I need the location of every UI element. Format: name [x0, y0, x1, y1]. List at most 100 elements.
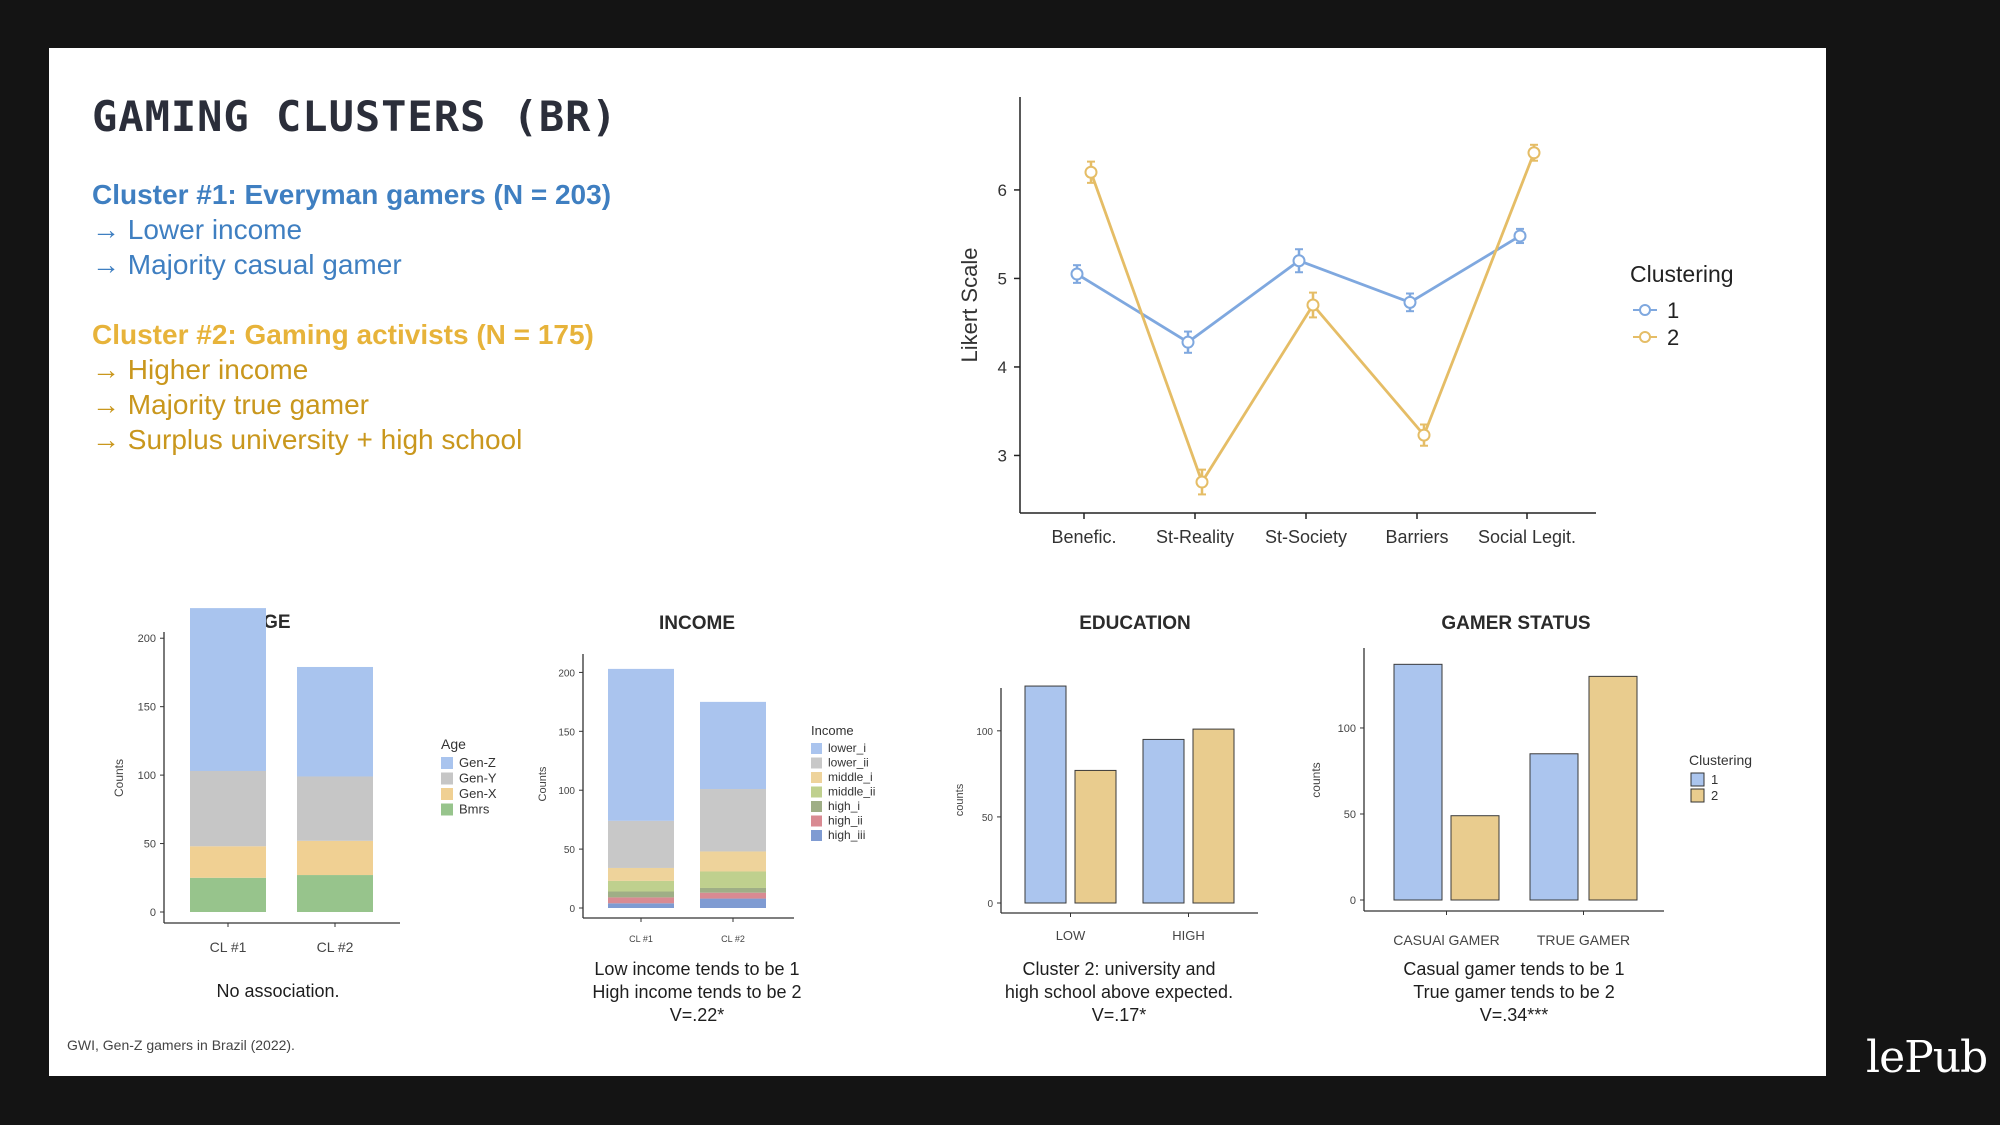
bar-segment-lower_i [700, 701, 766, 790]
caption-line: V=.17* [1091, 1005, 1147, 1025]
cluster1-bullet: → Lower income [92, 214, 303, 245]
y-axis-label: Counts [112, 759, 126, 797]
y-tick-label: 100 [976, 727, 993, 738]
legend-key [811, 830, 822, 841]
bar-segment-Gen-X [297, 840, 373, 876]
x-tick-label: CASUAl GAMER [1393, 932, 1500, 948]
data-point [1527, 146, 1541, 160]
legend-key [441, 757, 453, 769]
legend-title: Clustering [1630, 261, 1734, 287]
bar-segment-middle_i [608, 867, 674, 881]
y-tick-label: 6 [998, 181, 1007, 200]
bar-cluster-1 [1393, 663, 1443, 901]
y-tick-label: 200 [138, 633, 156, 645]
x-tick-label: TRUE GAMER [1537, 932, 1630, 948]
bar-segment-Gen-X [190, 846, 266, 878]
y-axis-label: Counts [537, 766, 549, 801]
legend-label: high_i [828, 799, 860, 813]
y-axis-label: counts [954, 783, 966, 816]
legend-label: Gen-Y [459, 771, 497, 786]
x-tick-label: CL #1 [629, 934, 653, 944]
bar-segment-Gen-Y [297, 776, 373, 841]
legend-title: Income [811, 723, 854, 738]
x-tick-label: St-Society [1265, 527, 1347, 547]
legend-key [811, 743, 822, 754]
bar-segment-lower_ii [608, 820, 674, 868]
bar-cluster-2 [1192, 728, 1235, 904]
y-axis-label: counts [1309, 762, 1323, 797]
y-tick-label: 100 [138, 770, 156, 782]
bar-segment-Bmrs [190, 877, 266, 912]
legend-label: high_ii [828, 814, 863, 828]
bar-segment-Bmrs [297, 875, 373, 912]
legend-key [441, 803, 453, 816]
bar-segment-high_iii [700, 898, 766, 908]
y-tick-label: 100 [1338, 723, 1356, 735]
x-tick-label: LOW [1056, 928, 1086, 943]
legend-label: Gen-X [459, 786, 497, 801]
y-tick-label: 150 [138, 702, 156, 714]
cluster1-summary: Cluster #1: Everyman gamers (N = 203) → … [92, 177, 611, 282]
x-tick-label: Benefic. [1051, 527, 1116, 547]
lepub-logo: lePub [1866, 1032, 1988, 1083]
y-tick-label: 3 [998, 446, 1007, 465]
cluster1-heading: Cluster #1: Everyman gamers (N = 203) [92, 179, 612, 210]
data-point [1181, 335, 1195, 349]
data-point [1403, 295, 1417, 309]
data-point [1513, 229, 1527, 243]
y-tick-label: 0 [987, 899, 993, 910]
income-caption: Low income tends to be 1 High income ten… [547, 958, 847, 1027]
cluster2-bullet: → Surplus university + high school [92, 424, 523, 455]
bar-cluster-1 [1142, 738, 1185, 904]
legend-label: middle_ii [828, 785, 875, 799]
caption-line: Low income tends to be 1 [594, 959, 800, 979]
x-tick-label: Social Legit. [1478, 527, 1576, 547]
legend-label: 1 [1711, 772, 1718, 787]
legend-label: middle_i [828, 770, 873, 784]
legend-label: Gen-Z [459, 755, 496, 770]
cluster2-summary: Cluster #2: Gaming activists (N = 175) →… [92, 317, 594, 457]
bar-segment-lower_ii [700, 789, 766, 852]
bar-segment-middle_i [700, 851, 766, 872]
legend-key [811, 786, 822, 798]
caption-line: True gamer tends to be 2 [1413, 982, 1615, 1002]
age-caption: No association. [128, 980, 428, 1003]
legend-key [441, 788, 453, 800]
x-tick-label: St-Reality [1156, 527, 1234, 547]
data-point [1070, 267, 1084, 281]
y-tick-label: 50 [1344, 809, 1356, 821]
data-point [1195, 475, 1209, 489]
legend-key [811, 815, 822, 827]
legend-title: Clustering [1689, 752, 1752, 768]
caption-line: Casual gamer tends to be 1 [1403, 959, 1625, 979]
cluster2-bullet: → Majority true gamer [92, 389, 369, 420]
bar-cluster-1 [1529, 753, 1579, 901]
bar-segment-middle_ii [608, 880, 674, 892]
legend-label: high_iii [828, 828, 865, 842]
bar-segment-high_i [608, 891, 674, 898]
y-tick-label: 50 [144, 839, 156, 851]
bar-segment-lower_i [608, 668, 674, 821]
source-note: GWI, Gen-Z gamers in Brazil (2022). [67, 1037, 295, 1053]
bar-segment-high_ii [700, 892, 766, 899]
y-tick-label: 0 [569, 904, 575, 915]
legend-key [1690, 788, 1705, 803]
bar-cluster-2 [1450, 815, 1500, 901]
y-tick-label: 200 [558, 668, 575, 679]
gamer-status-chart-title: GAMER STATUS [1441, 613, 1591, 634]
education-chart-title: EDUCATION [1079, 613, 1191, 634]
legend-label: lower_ii [828, 756, 869, 770]
legend-label: Bmrs [459, 802, 490, 817]
education-caption: Cluster 2: university and high school ab… [969, 958, 1269, 1027]
caption-line: High income tends to be 2 [592, 982, 802, 1002]
y-tick-label: 100 [558, 786, 575, 797]
legend-key-point [1639, 331, 1651, 343]
legend-label: 1 [1667, 298, 1679, 323]
caption-line: Cluster 2: university and [1022, 959, 1216, 979]
legend-label: 2 [1667, 325, 1679, 350]
y-tick-label: 150 [558, 727, 575, 738]
bar-segment-high_iii [608, 903, 674, 908]
bar-segment-Gen-Z [297, 666, 373, 777]
